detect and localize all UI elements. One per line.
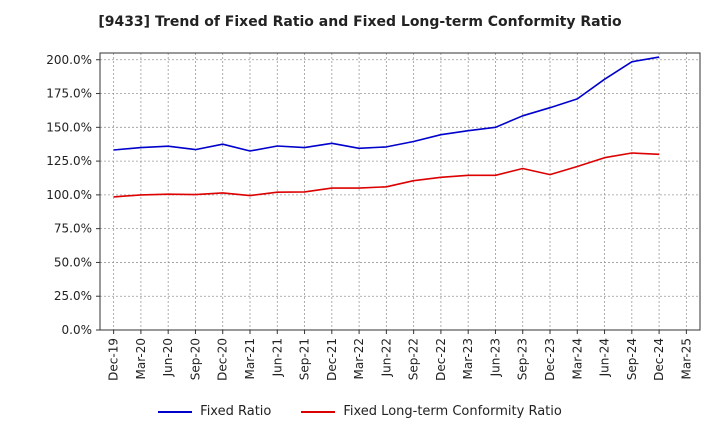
x-tick-label: Sep-24	[625, 338, 639, 380]
x-tick-label: Dec-24	[652, 338, 666, 381]
x-tick-label: Mar-25	[679, 338, 693, 379]
axes: 0.0% 25.0% 50.0% 75.0% 100.0% 125.0% 150.0% 175…	[46, 52, 701, 381]
y-tick-label: 0.0%	[62, 323, 93, 337]
legend-label-fixed-long-term-conformity-ratio: Fixed Long-term Conformity Ratio	[343, 404, 562, 419]
chart-title: [9433] Trend of Fixed Ratio and Fixed Lo…	[98, 14, 622, 30]
series-line-fixed-long-term-conformity-ratio	[113, 152, 660, 198]
y-tick-label: 25.0%	[54, 289, 92, 303]
series-line-fixed-ratio	[113, 56, 660, 152]
x-tick-label: Sep-21	[298, 338, 312, 380]
plot-frame	[99, 52, 701, 331]
legend-item-fixed-ratio: Fixed Ratio	[158, 404, 271, 419]
x-tick-label: Jun-22	[379, 338, 393, 377]
x-tick-label: Jun-20	[161, 338, 175, 377]
y-tick-label: 175.0%	[46, 87, 92, 101]
y-tick-label: 150.0%	[46, 120, 92, 134]
legend-label-fixed-ratio: Fixed Ratio	[200, 404, 272, 419]
x-tick-label: Dec-20	[216, 338, 230, 381]
legend-item-fixed-long-term-conformity-ratio: Fixed Long-term Conformity Ratio	[301, 404, 562, 419]
series-lines	[113, 56, 660, 198]
legend-swatch-fixed-ratio	[158, 410, 193, 413]
x-tick-label: Mar-22	[352, 338, 366, 379]
y-tick-label: 50.0%	[54, 255, 92, 269]
y-tick-label: 200.0%	[46, 53, 92, 67]
legend: Fixed Ratio Fixed Long-term Conformity R…	[0, 404, 720, 419]
y-tick-label: 75.0%	[54, 222, 92, 236]
x-tick-label: Mar-20	[134, 338, 148, 379]
x-tick-label: Sep-22	[407, 338, 421, 380]
x-tick-label: Jun-21	[270, 338, 284, 377]
x-tick-label: Mar-24	[570, 338, 584, 379]
x-tick-label: Dec-21	[325, 338, 339, 381]
x-tick-label: Sep-23	[516, 338, 530, 380]
x-tick-label: Mar-23	[461, 338, 475, 379]
x-tick-label: Jun-23	[488, 338, 502, 377]
x-tick-label: Dec-22	[434, 338, 448, 381]
x-tick-label: Jun-24	[598, 338, 612, 377]
legend-swatch-fixed-long-term-conformity-ratio	[301, 410, 336, 413]
y-tick-label: 100.0%	[46, 188, 92, 202]
x-tick-label: Dec-23	[543, 338, 557, 381]
grid	[100, 53, 700, 330]
y-tick-label: 125.0%	[46, 154, 92, 168]
x-tick-label: Sep-20	[188, 338, 202, 380]
x-tick-label: Dec-19	[107, 338, 121, 381]
x-tick-label: Mar-21	[243, 338, 257, 379]
